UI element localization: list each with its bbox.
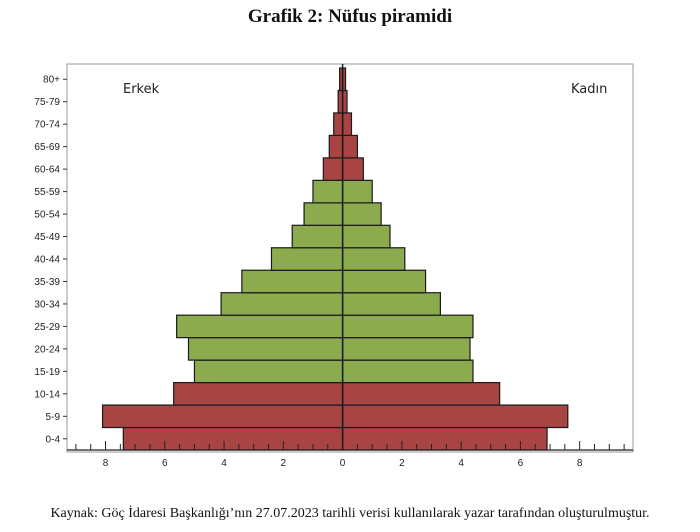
bar-kadin-40-44	[341, 247, 406, 271]
source-note: Kaynak: Göç İdaresi Başkanlığı’nın 27.07…	[50, 506, 650, 521]
bar-kadin-55-59	[341, 179, 373, 204]
bar-erkek-70-74	[333, 112, 344, 137]
bar-kadin-60-64	[341, 157, 364, 181]
y-tick-label: 50-54	[34, 210, 60, 221]
x-tick-label: 8	[103, 458, 109, 469]
plot-frame	[66, 63, 634, 453]
bar-kadin-5-9	[341, 404, 569, 429]
bar-erkek-60-64	[322, 157, 344, 181]
bar-erkek-65-69	[328, 134, 344, 159]
bar-kadin-65-69	[341, 134, 359, 159]
y-tick-label: 70-74	[34, 120, 60, 131]
bar-erkek-30-34	[220, 292, 344, 316]
x-tick-label: 8	[577, 458, 583, 469]
right-side-label: Kadın	[571, 82, 607, 97]
y-tick-label: 30-34	[34, 299, 60, 310]
bar-kadin-25-29	[341, 314, 474, 339]
y-tick-label: 80+	[43, 75, 60, 86]
x-tick-label: 2	[281, 458, 287, 469]
bar-erkek-20-24	[187, 337, 344, 361]
x-tick-label: 6	[162, 458, 168, 469]
x-tick-label: 6	[518, 458, 524, 469]
y-axis: 0-4 5-9 10-14 15-19 20-24 25-29 30-34 35-39 40-4…	[34, 75, 67, 445]
y-tick-label: 55-59	[34, 187, 60, 198]
y-tick-label: 75-79	[34, 97, 60, 108]
bar-erkek-35-39	[241, 269, 344, 294]
bar-kadin-20-24	[341, 337, 471, 361]
bar-erkek-15-19	[193, 359, 344, 384]
bar-erkek-25-29	[176, 314, 344, 339]
y-tick-label: 15-19	[34, 367, 60, 378]
bar-kadin-70-74	[341, 112, 353, 137]
bar-kadin-45-49	[341, 224, 391, 249]
y-tick-label: 60-64	[34, 165, 60, 176]
bar-erkek-45-49	[291, 224, 344, 249]
left-side-label: Erkek	[123, 82, 160, 97]
x-tick-label: 0	[340, 458, 346, 469]
bar-erkek-10-14	[173, 381, 344, 406]
bar-erkek-40-44	[270, 247, 344, 271]
y-tick-label: 5-9	[46, 412, 61, 423]
bar-kadin-30-34	[341, 292, 441, 316]
x-tick-label: 4	[458, 458, 464, 469]
bar-kadin-50-54	[341, 202, 382, 226]
y-tick-label: 25-29	[34, 322, 60, 333]
bar-erkek-5-9	[101, 404, 344, 429]
bar-erkek-0-4	[122, 426, 344, 451]
bar-erkek-55-59	[312, 179, 344, 204]
y-tick-label: 20-24	[34, 344, 60, 355]
x-tick-label: 2	[399, 458, 405, 469]
x-axis: 8 6 4 2 0 2 4 6 8	[67, 441, 633, 469]
bar-kadin-0-4	[341, 426, 548, 451]
bars-group	[101, 64, 569, 451]
bar-kadin-15-19	[341, 359, 474, 384]
y-tick-label: 45-49	[34, 232, 60, 243]
y-tick-label: 65-69	[34, 142, 60, 153]
chart-title: Grafik 2: Nüfus piramidi	[247, 6, 453, 27]
bar-kadin-10-14	[341, 381, 501, 406]
bar-erkek-50-54	[303, 202, 344, 226]
x-tick-label: 4	[221, 458, 227, 469]
y-tick-label: 10-14	[34, 389, 60, 400]
bar-kadin-35-39	[341, 269, 427, 294]
population-pyramid-chart: Erkek Kadın 0-4 5-9 10-14 15-19 20-24 25-29 30…	[34, 63, 634, 469]
y-tick-label: 35-39	[34, 277, 60, 288]
y-tick-label: 40-44	[34, 255, 60, 266]
y-tick-label: 0-4	[46, 434, 61, 445]
